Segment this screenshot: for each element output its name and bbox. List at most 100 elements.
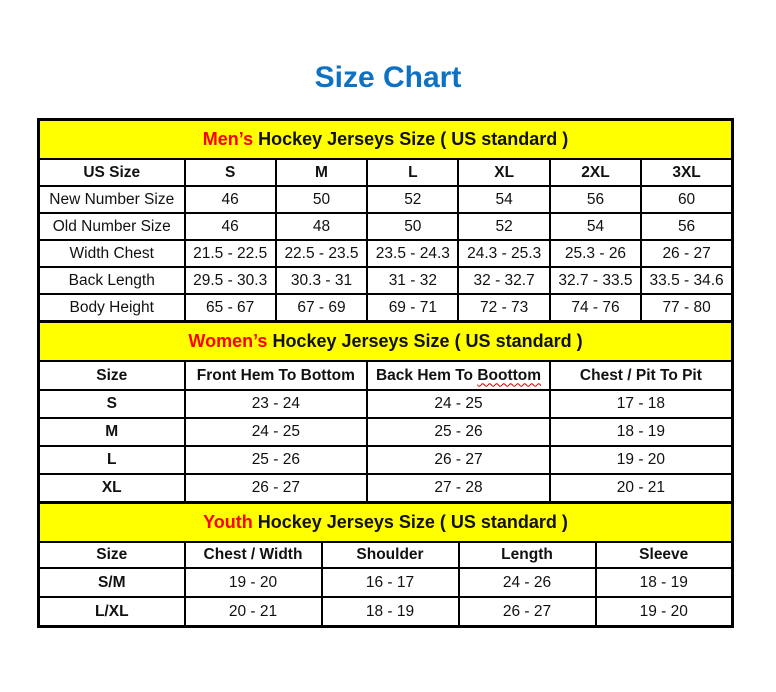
youth-column-header-row: Size Chest / Width Shoulder Length Sleeve — [37, 541, 734, 569]
table-row: M 24 - 25 25 - 26 18 - 19 — [37, 417, 734, 447]
youth-section-title: Youth Hockey Jerseys Size ( US standard … — [37, 501, 734, 543]
cell-value: 25 - 26 — [366, 417, 551, 447]
column-header: Size — [37, 360, 186, 391]
cell-value: 48 — [274, 212, 369, 241]
row-label: Body Height — [37, 293, 186, 323]
cell-value: 52 — [366, 185, 460, 214]
column-header: L — [366, 158, 460, 187]
cell-value: 19 - 20 — [183, 567, 323, 598]
cell-value: 20 - 21 — [548, 473, 734, 504]
cell-value: 26 - 27 — [457, 596, 597, 628]
womens-section-title-highlight: Women’s — [188, 331, 268, 351]
cell-value: 26 - 27 — [183, 473, 369, 504]
column-header: Sleeve — [594, 541, 734, 569]
cell-value: 33.5 - 34.6 — [640, 266, 734, 295]
size-chart-tables: Men’s Hockey Jerseys Size ( US standard … — [37, 118, 734, 628]
row-label: L/XL — [37, 596, 186, 628]
table-row: Width Chest 21.5 - 22.5 22.5 - 23.5 23.5 - … — [37, 239, 734, 268]
column-header: S — [183, 158, 277, 187]
cell-value: 60 — [640, 185, 734, 214]
column-header: Chest / Width — [183, 541, 323, 569]
column-header: US Size — [37, 158, 186, 187]
youth-section-title-rest: Hockey Jerseys Size ( US standard ) — [252, 512, 568, 532]
cell-value: 56 — [548, 185, 643, 214]
youth-section-header: Youth Hockey Jerseys Size ( US standard … — [37, 501, 734, 543]
mens-section-title-rest: Hockey Jerseys Size ( US standard ) — [253, 129, 569, 149]
row-label: Back Length — [37, 266, 186, 295]
column-header: Front Hem To Bottom — [183, 360, 369, 391]
row-label: Width Chest — [37, 239, 186, 268]
cell-value: 31 - 32 — [366, 266, 460, 295]
cell-value: 19 - 20 — [594, 596, 734, 628]
cell-value: 24 - 25 — [183, 417, 369, 447]
cell-value: 46 — [183, 185, 277, 214]
cell-value: 24 - 26 — [457, 567, 597, 598]
column-header: Shoulder — [320, 541, 460, 569]
mens-table-body: New Number Size 46 50 52 54 56 60 Old Number Si… — [37, 185, 734, 323]
cell-value: 25.3 - 26 — [548, 239, 643, 268]
mens-section-title-highlight: Men’s — [202, 129, 254, 149]
cell-value: 29.5 - 30.3 — [183, 266, 277, 295]
row-label: M — [37, 417, 186, 447]
cell-value: 27 - 28 — [366, 473, 551, 504]
row-label: XL — [37, 473, 186, 504]
table-row: New Number Size 46 50 52 54 56 60 — [37, 185, 734, 214]
cell-value: 50 — [366, 212, 460, 241]
column-header: Size — [37, 541, 186, 569]
youth-table-body: S/M 19 - 20 16 - 17 24 - 26 18 - 19 L/XL 20 - … — [37, 567, 734, 628]
cell-value: 69 - 71 — [366, 293, 460, 323]
cell-value: 16 - 17 — [320, 567, 460, 598]
womens-section-title-rest: Hockey Jerseys Size ( US standard ) — [267, 331, 583, 351]
cell-value: 26 - 27 — [640, 239, 734, 268]
womens-table-body: S 23 - 24 24 - 25 17 - 18 M 24 - 25 25 - 26 18 … — [37, 389, 734, 504]
cell-value: 74 - 76 — [548, 293, 643, 323]
row-label: S — [37, 389, 186, 419]
cell-value: 30.3 - 31 — [274, 266, 369, 295]
womens-size-table: Women’s Hockey Jerseys Size ( US standar… — [37, 320, 734, 504]
row-label: Old Number Size — [37, 212, 186, 241]
cell-value: 25 - 26 — [183, 445, 369, 475]
cell-value: 50 — [274, 185, 369, 214]
cell-value: 32.7 - 33.5 — [548, 266, 643, 295]
mens-section-title: Men’s Hockey Jerseys Size ( US standard … — [37, 118, 734, 160]
column-header: Length — [457, 541, 597, 569]
cell-value: 22.5 - 23.5 — [274, 239, 369, 268]
cell-value: 54 — [548, 212, 643, 241]
youth-size-table: Youth Hockey Jerseys Size ( US standard … — [37, 501, 734, 628]
table-row: Old Number Size 46 48 50 52 54 56 — [37, 212, 734, 241]
cell-value: 65 - 67 — [183, 293, 277, 323]
cell-value: 23 - 24 — [183, 389, 369, 419]
cell-value: 23.5 - 24.3 — [366, 239, 460, 268]
column-header: Chest / Pit To Pit — [548, 360, 734, 391]
mens-section-header: Men’s Hockey Jerseys Size ( US standard … — [37, 118, 734, 160]
table-row: XL 26 - 27 27 - 28 20 - 21 — [37, 473, 734, 504]
column-header: 2XL — [548, 158, 643, 187]
row-label: L — [37, 445, 186, 475]
table-row: Back Length 29.5 - 30.3 30.3 - 31 31 - 32 32… — [37, 266, 734, 295]
table-row: Body Height 65 - 67 67 - 69 69 - 71 72 - 73 7… — [37, 293, 734, 323]
page-title: Size Chart — [314, 61, 462, 94]
cell-value: 26 - 27 — [366, 445, 551, 475]
cell-value: 56 — [640, 212, 734, 241]
cell-value: 32 - 32.7 — [457, 266, 551, 295]
youth-section-title-highlight: Youth — [203, 512, 253, 532]
cell-value: 54 — [457, 185, 551, 214]
misspelled-word: Boottom — [477, 366, 542, 384]
mens-size-table: Men’s Hockey Jerseys Size ( US standard … — [37, 118, 734, 323]
cell-value: 24.3 - 25.3 — [457, 239, 551, 268]
cell-value: 21.5 - 22.5 — [183, 239, 277, 268]
table-row: L 25 - 26 26 - 27 19 - 20 — [37, 445, 734, 475]
column-header: M — [274, 158, 369, 187]
cell-value: 18 - 19 — [594, 567, 734, 598]
cell-value: 17 - 18 — [548, 389, 734, 419]
cell-value: 19 - 20 — [548, 445, 734, 475]
cell-value: 72 - 73 — [457, 293, 551, 323]
cell-value: 20 - 21 — [183, 596, 323, 628]
row-label: S/M — [37, 567, 186, 598]
cell-value: 67 - 69 — [274, 293, 369, 323]
table-row: S 23 - 24 24 - 25 17 - 18 — [37, 389, 734, 419]
cell-value: 52 — [457, 212, 551, 241]
cell-value: 77 - 80 — [640, 293, 734, 323]
womens-section-header: Women’s Hockey Jerseys Size ( US standar… — [37, 320, 734, 362]
table-row: S/M 19 - 20 16 - 17 24 - 26 18 - 19 — [37, 567, 734, 598]
